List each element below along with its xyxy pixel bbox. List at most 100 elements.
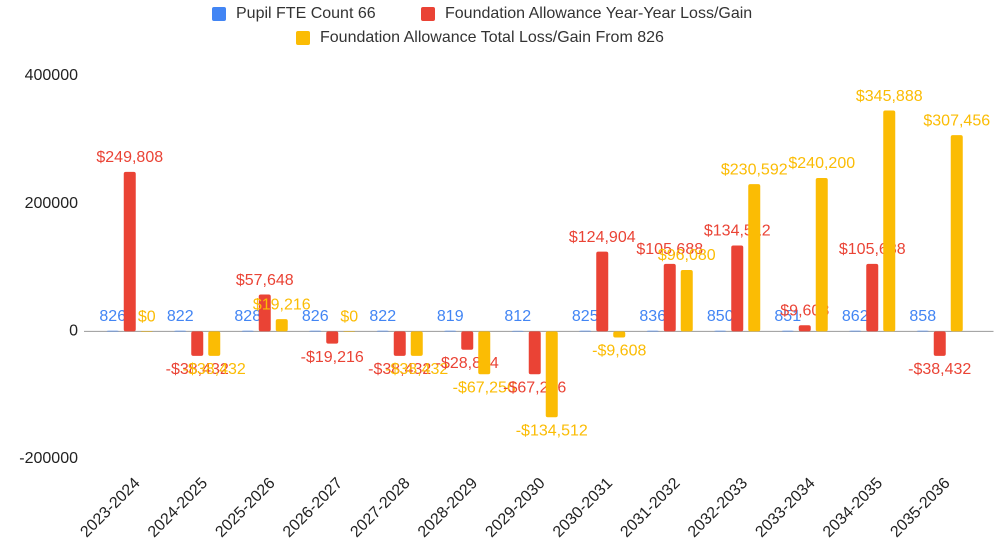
bar — [140, 331, 153, 332]
y-tick-label: 400000 — [25, 67, 78, 84]
bar — [191, 331, 204, 356]
value-label: 836 — [639, 308, 666, 325]
x-tick-label: 2026-2027 — [280, 475, 346, 541]
value-label: 825 — [572, 308, 599, 325]
bar — [461, 331, 474, 350]
x-tick-label: 2032-2033 — [685, 475, 751, 541]
bar — [444, 330, 457, 332]
value-label: $124,904 — [569, 229, 636, 246]
value-label: 826 — [302, 308, 329, 325]
value-label: -$38,432 — [183, 361, 246, 378]
x-tick-label: 2029-2030 — [482, 475, 548, 541]
bar — [798, 325, 811, 332]
legend-label: Foundation Allowance Year-Year Loss/Gain — [445, 5, 752, 22]
bar — [528, 331, 541, 375]
bar — [410, 331, 423, 356]
value-label: -$19,216 — [301, 349, 364, 366]
value-label: 828 — [234, 308, 261, 325]
value-label: -$9,608 — [592, 343, 646, 360]
value-label: 826 — [99, 308, 126, 325]
bar — [916, 330, 929, 332]
bar — [815, 178, 828, 332]
bar — [680, 270, 693, 332]
value-label: 862 — [842, 308, 869, 325]
x-tick-label: 2028-2029 — [415, 475, 481, 541]
value-label: 822 — [167, 308, 194, 325]
bar — [579, 330, 592, 332]
value-label: $105,688 — [839, 241, 906, 258]
value-label: 822 — [369, 308, 396, 325]
bar — [663, 263, 676, 332]
bar — [748, 184, 761, 332]
y-tick-label: 200000 — [25, 195, 78, 212]
bar — [933, 331, 946, 356]
bar — [123, 171, 136, 332]
x-tick-label: 2025-2026 — [212, 475, 278, 541]
bar — [326, 331, 339, 344]
value-label: -$134,512 — [516, 422, 588, 439]
value-label: 858 — [909, 308, 936, 325]
value-label: $307,456 — [923, 112, 990, 129]
value-label: $19,216 — [253, 296, 311, 313]
value-label: 819 — [437, 308, 464, 325]
value-label: -$67,256 — [453, 379, 516, 396]
x-tick-label: 2024-2025 — [145, 475, 211, 541]
value-label: $0 — [340, 309, 358, 326]
value-label: -$38,432 — [166, 361, 229, 378]
bar — [950, 135, 963, 332]
bar — [849, 330, 862, 332]
value-label: $105,688 — [636, 241, 703, 258]
legend-label: Pupil FTE Count 66 — [236, 5, 376, 22]
bar — [511, 330, 524, 332]
value-label: $249,808 — [96, 149, 163, 166]
value-label: -$38,432 — [908, 361, 971, 378]
bar — [106, 330, 119, 332]
bar — [241, 330, 254, 332]
value-label: 851 — [774, 308, 801, 325]
x-tick-label: 2023-2024 — [77, 475, 143, 541]
value-label: 850 — [707, 308, 734, 325]
bar — [275, 319, 288, 332]
bar — [731, 245, 744, 332]
bar — [714, 330, 727, 332]
bar — [646, 330, 659, 332]
value-label: $345,888 — [856, 88, 923, 105]
bar — [478, 331, 491, 375]
bar — [343, 331, 356, 332]
value-label: $134,512 — [704, 223, 771, 240]
x-tick-label: 2033-2034 — [752, 475, 818, 541]
bar — [309, 330, 322, 332]
value-label: -$38,432 — [385, 361, 448, 378]
bar — [174, 330, 187, 332]
bar — [545, 331, 558, 418]
bar — [596, 251, 609, 332]
bar — [258, 294, 271, 332]
legend-swatch — [212, 7, 226, 21]
x-tick-label: 2034-2035 — [820, 475, 886, 541]
bar — [393, 331, 406, 356]
bar — [883, 110, 896, 332]
y-tick-label: 0 — [69, 323, 78, 340]
bar — [781, 330, 794, 332]
x-tick-label: 2035-2036 — [887, 475, 953, 541]
value-label: $240,200 — [788, 155, 855, 172]
bar — [208, 331, 221, 356]
legend-label: Foundation Allowance Total Loss/Gain Fro… — [320, 29, 664, 46]
bar — [376, 330, 389, 332]
value-label: -$38,432 — [368, 361, 431, 378]
value-label: $230,592 — [721, 161, 788, 178]
x-tick-label: 2030-2031 — [550, 475, 616, 541]
y-tick-label: -200000 — [19, 450, 78, 467]
value-label: 812 — [504, 308, 531, 325]
legend-swatch — [421, 7, 435, 21]
value-label: $57,648 — [236, 272, 294, 289]
bar — [866, 263, 879, 332]
value-label: $96,080 — [658, 247, 716, 264]
x-tick-label: 2027-2028 — [347, 475, 413, 541]
bar — [613, 331, 626, 338]
value-label: $0 — [138, 309, 156, 326]
x-tick-label: 2031-2032 — [617, 475, 683, 541]
legend-swatch — [296, 31, 310, 45]
